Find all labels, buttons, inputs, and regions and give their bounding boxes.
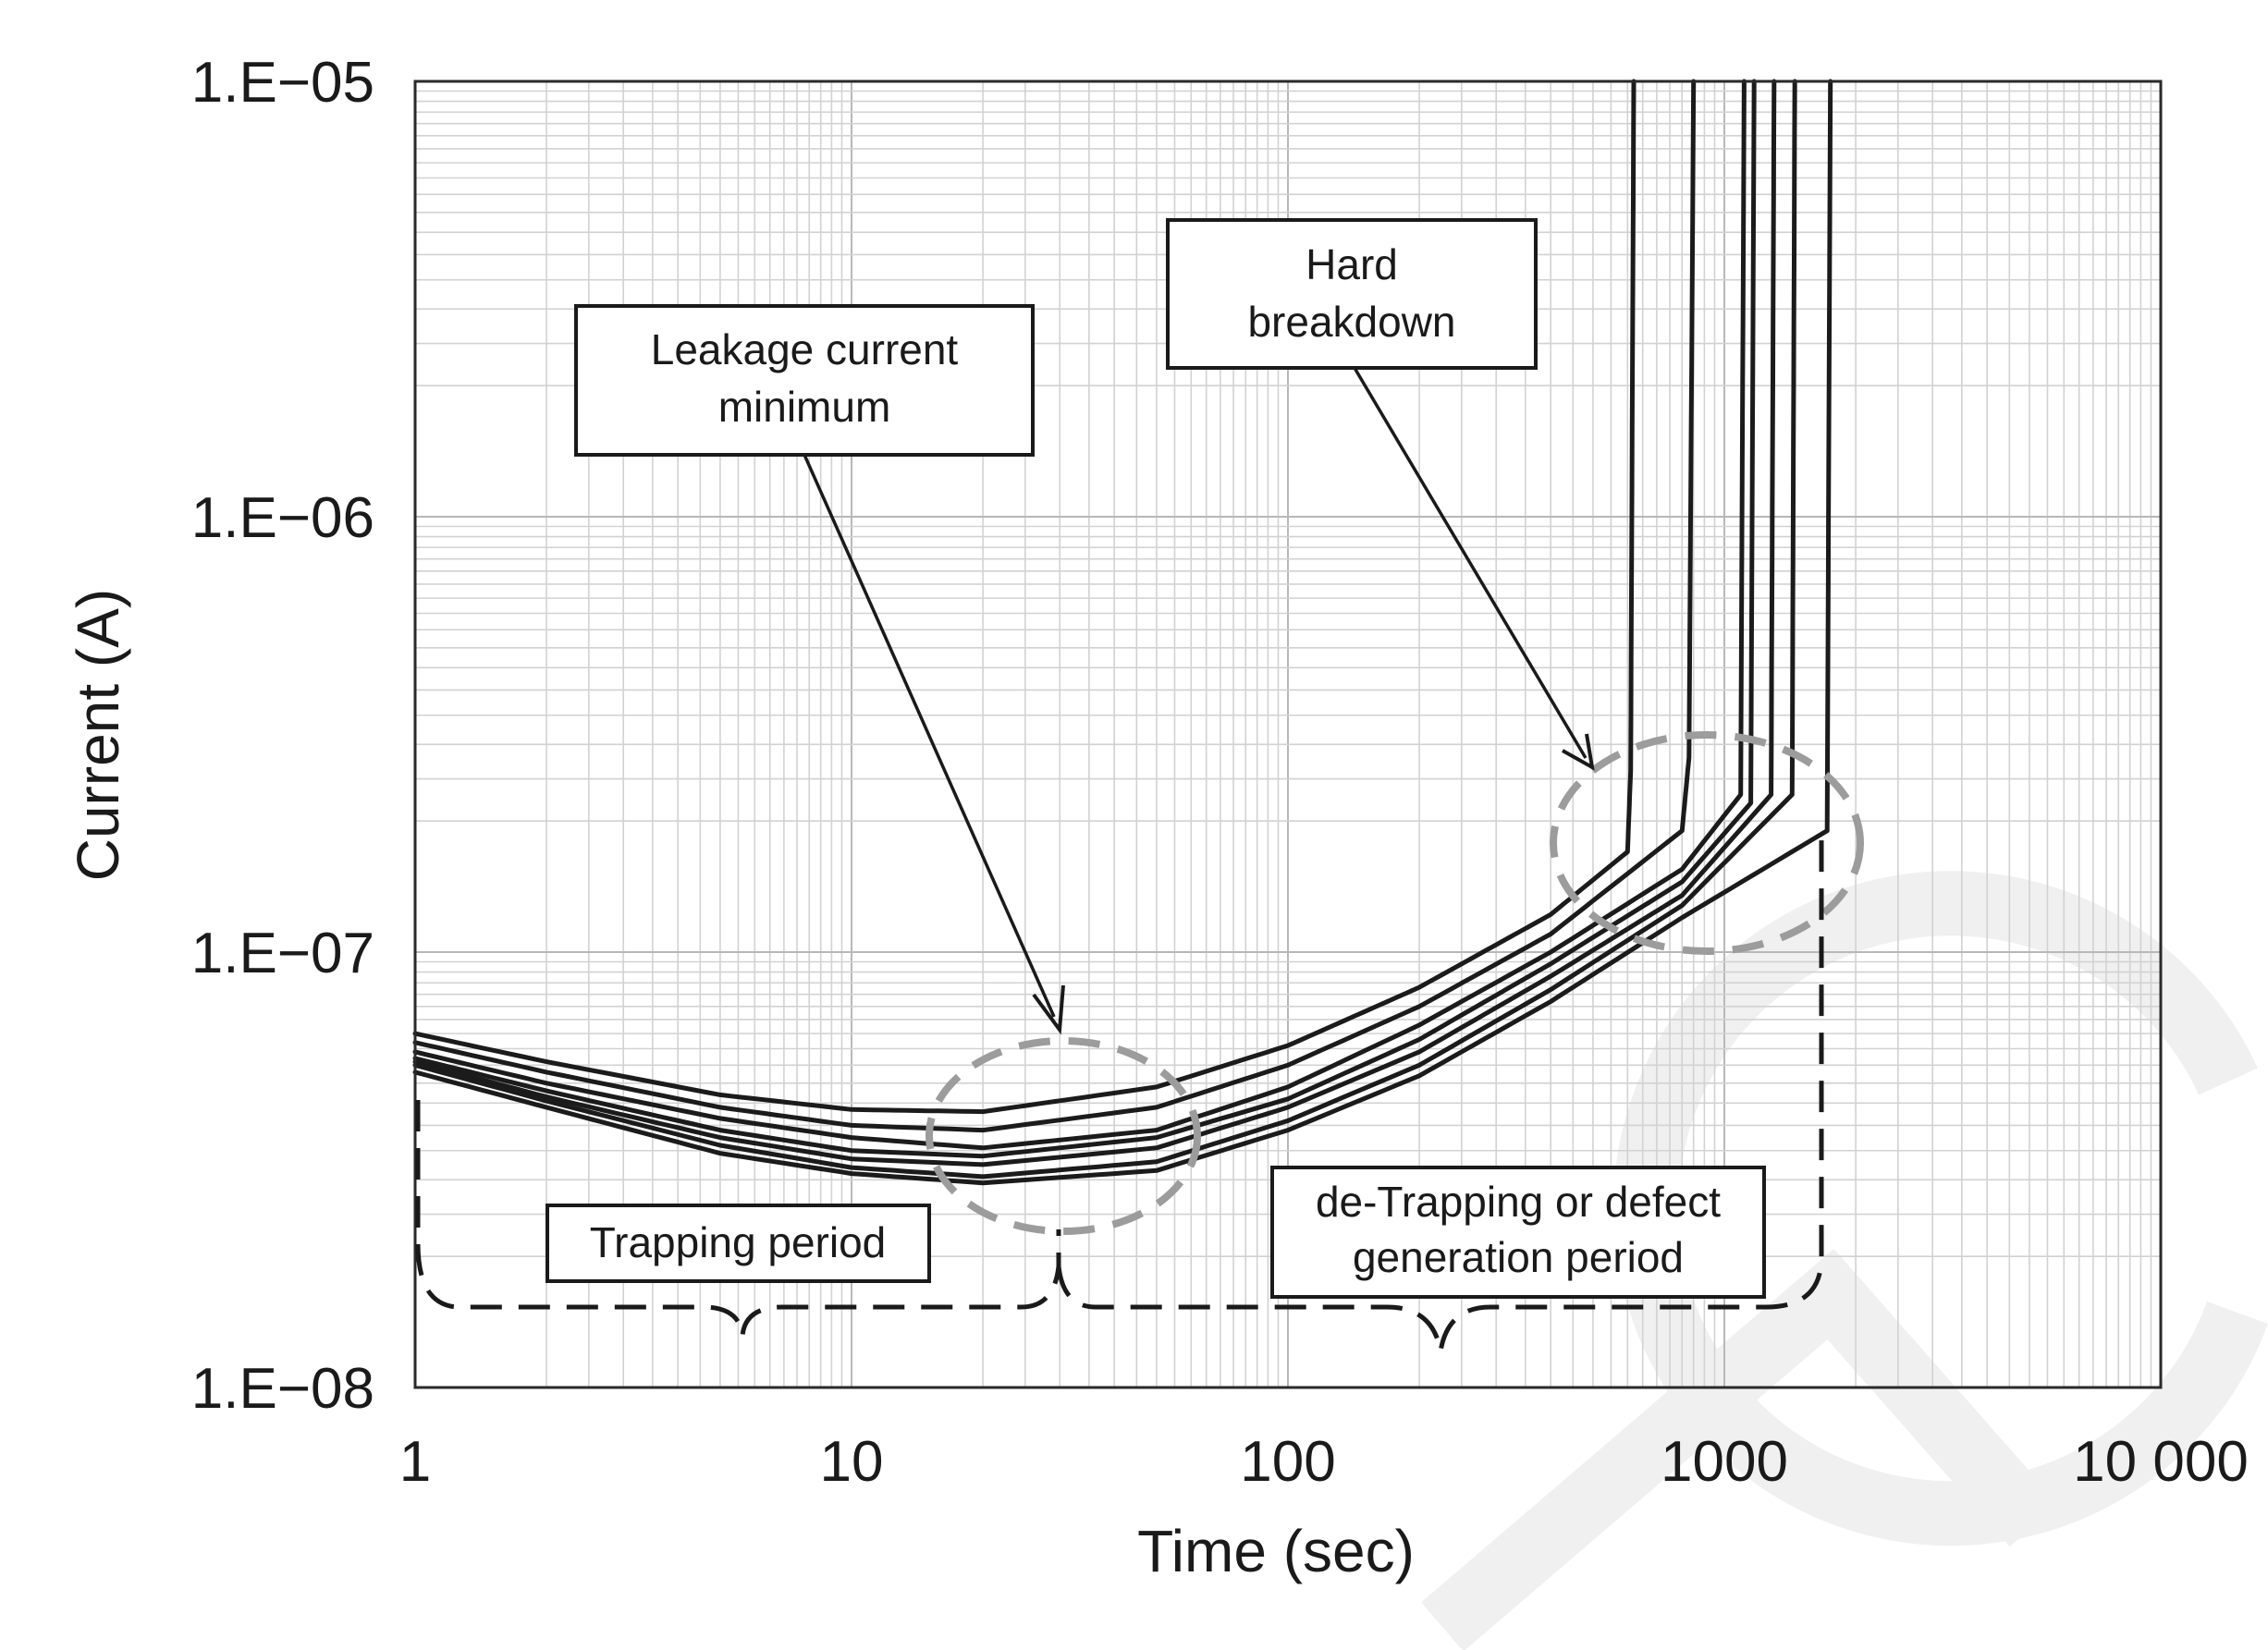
annotation-detrapping-line2: generation period xyxy=(1353,1233,1684,1281)
annotation-breakdown-line1: Hard xyxy=(1306,240,1398,288)
series-line-6 xyxy=(412,79,1797,1179)
annotation-leakage-current-minimum: Leakage current minimum xyxy=(574,304,1035,457)
x-tick-label: 1000 xyxy=(1661,1430,1788,1494)
minimum-region-ellipse xyxy=(926,1037,1201,1235)
series-line-3 xyxy=(412,79,1747,1151)
annotation-detrapping-line1: de-Trapping or defect xyxy=(1316,1178,1721,1226)
detrapping-period-bracket xyxy=(1056,837,1824,1352)
series-line-2 xyxy=(412,79,1697,1133)
x-tick-label: 10 xyxy=(820,1430,884,1494)
plot-frame xyxy=(413,79,2163,1389)
annotation-trapping-text: Trapping period xyxy=(590,1218,887,1266)
annotation-trapping-period: Trapping period xyxy=(546,1204,931,1283)
series-line-7 xyxy=(412,79,1833,1186)
breakdown-arrow xyxy=(1353,367,1595,771)
x-tick-label: 10 000 xyxy=(2073,1430,2249,1494)
y-axis-ticks: 1.E−08 1.E−07 1.E−06 1.E−05 xyxy=(191,51,374,1421)
data-curves xyxy=(412,79,1833,1186)
x-tick-label: 1 xyxy=(399,1430,431,1494)
y-tick-label: 1.E−07 xyxy=(191,922,374,985)
x-axis-ticks: 1 10 100 1000 10 000 xyxy=(399,1430,2249,1494)
y-axis-label: Current (A) xyxy=(65,589,131,882)
annotation-breakdown-line2: breakdown xyxy=(1247,298,1455,346)
y-tick-label: 1.E−08 xyxy=(191,1357,374,1421)
y-tick-label: 1.E−06 xyxy=(191,486,374,550)
breakdown-region-ellipse xyxy=(1550,731,1864,955)
series-line-4 xyxy=(412,79,1757,1159)
y-tick-label: 1.E−05 xyxy=(191,51,374,115)
annotation-leakage-line2: minimum xyxy=(718,383,891,431)
trapping-period-bracket xyxy=(415,1100,1061,1337)
series-line-1 xyxy=(412,79,1637,1115)
x-axis-label: Time (sec) xyxy=(1137,1518,1415,1584)
annotation-hard-breakdown: Hard breakdown xyxy=(1166,218,1538,370)
annotation-detrapping-period: de-Trapping or defect generation period xyxy=(1270,1166,1766,1299)
leakage-arrow xyxy=(803,454,1065,1035)
series-line-5 xyxy=(412,79,1777,1167)
x-tick-label: 100 xyxy=(1240,1430,1335,1494)
annotation-leakage-line1: Leakage current xyxy=(651,325,959,373)
